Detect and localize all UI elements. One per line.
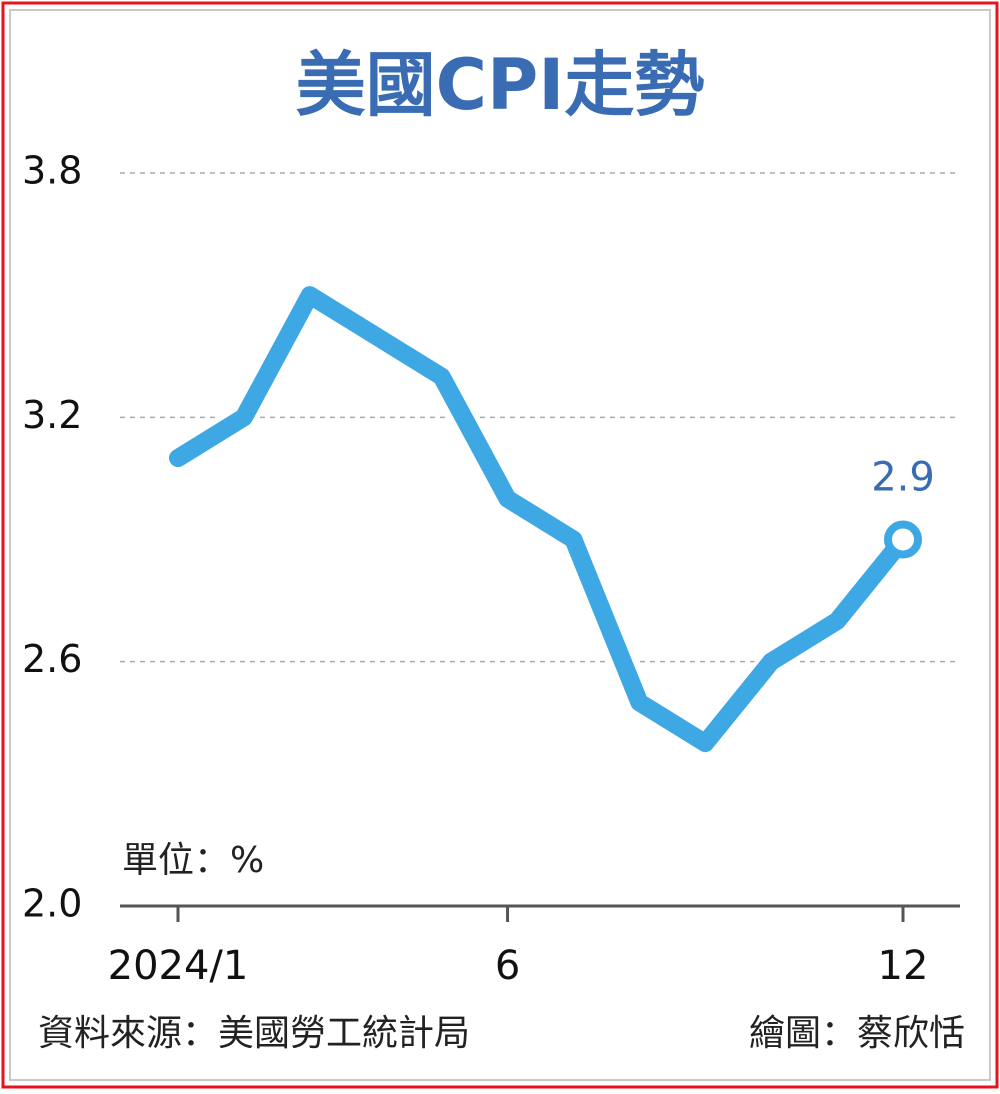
value-label: 2.9 [871,455,935,501]
x-tick-label: 6 [495,943,520,989]
inner-frame [9,9,991,1081]
chart-title: 美國CPI走勢 [296,44,705,126]
line [169,286,912,753]
end-marker [884,520,922,559]
y-tick-label: 3.2 [22,393,82,437]
y-tick-label: 2.0 [22,882,82,926]
y-tick-label: 2.6 [22,637,82,681]
x-tick-label: 12 [878,943,929,989]
y-tick-label: 3.8 [22,149,82,193]
unit-label: 單位：% [122,840,264,881]
credit: 繪圖：蔡欣恬 [749,1013,965,1054]
x-tick-label: 2024/1 [108,943,249,989]
source: 資料來源：美國勞工統計局 [38,1013,470,1054]
